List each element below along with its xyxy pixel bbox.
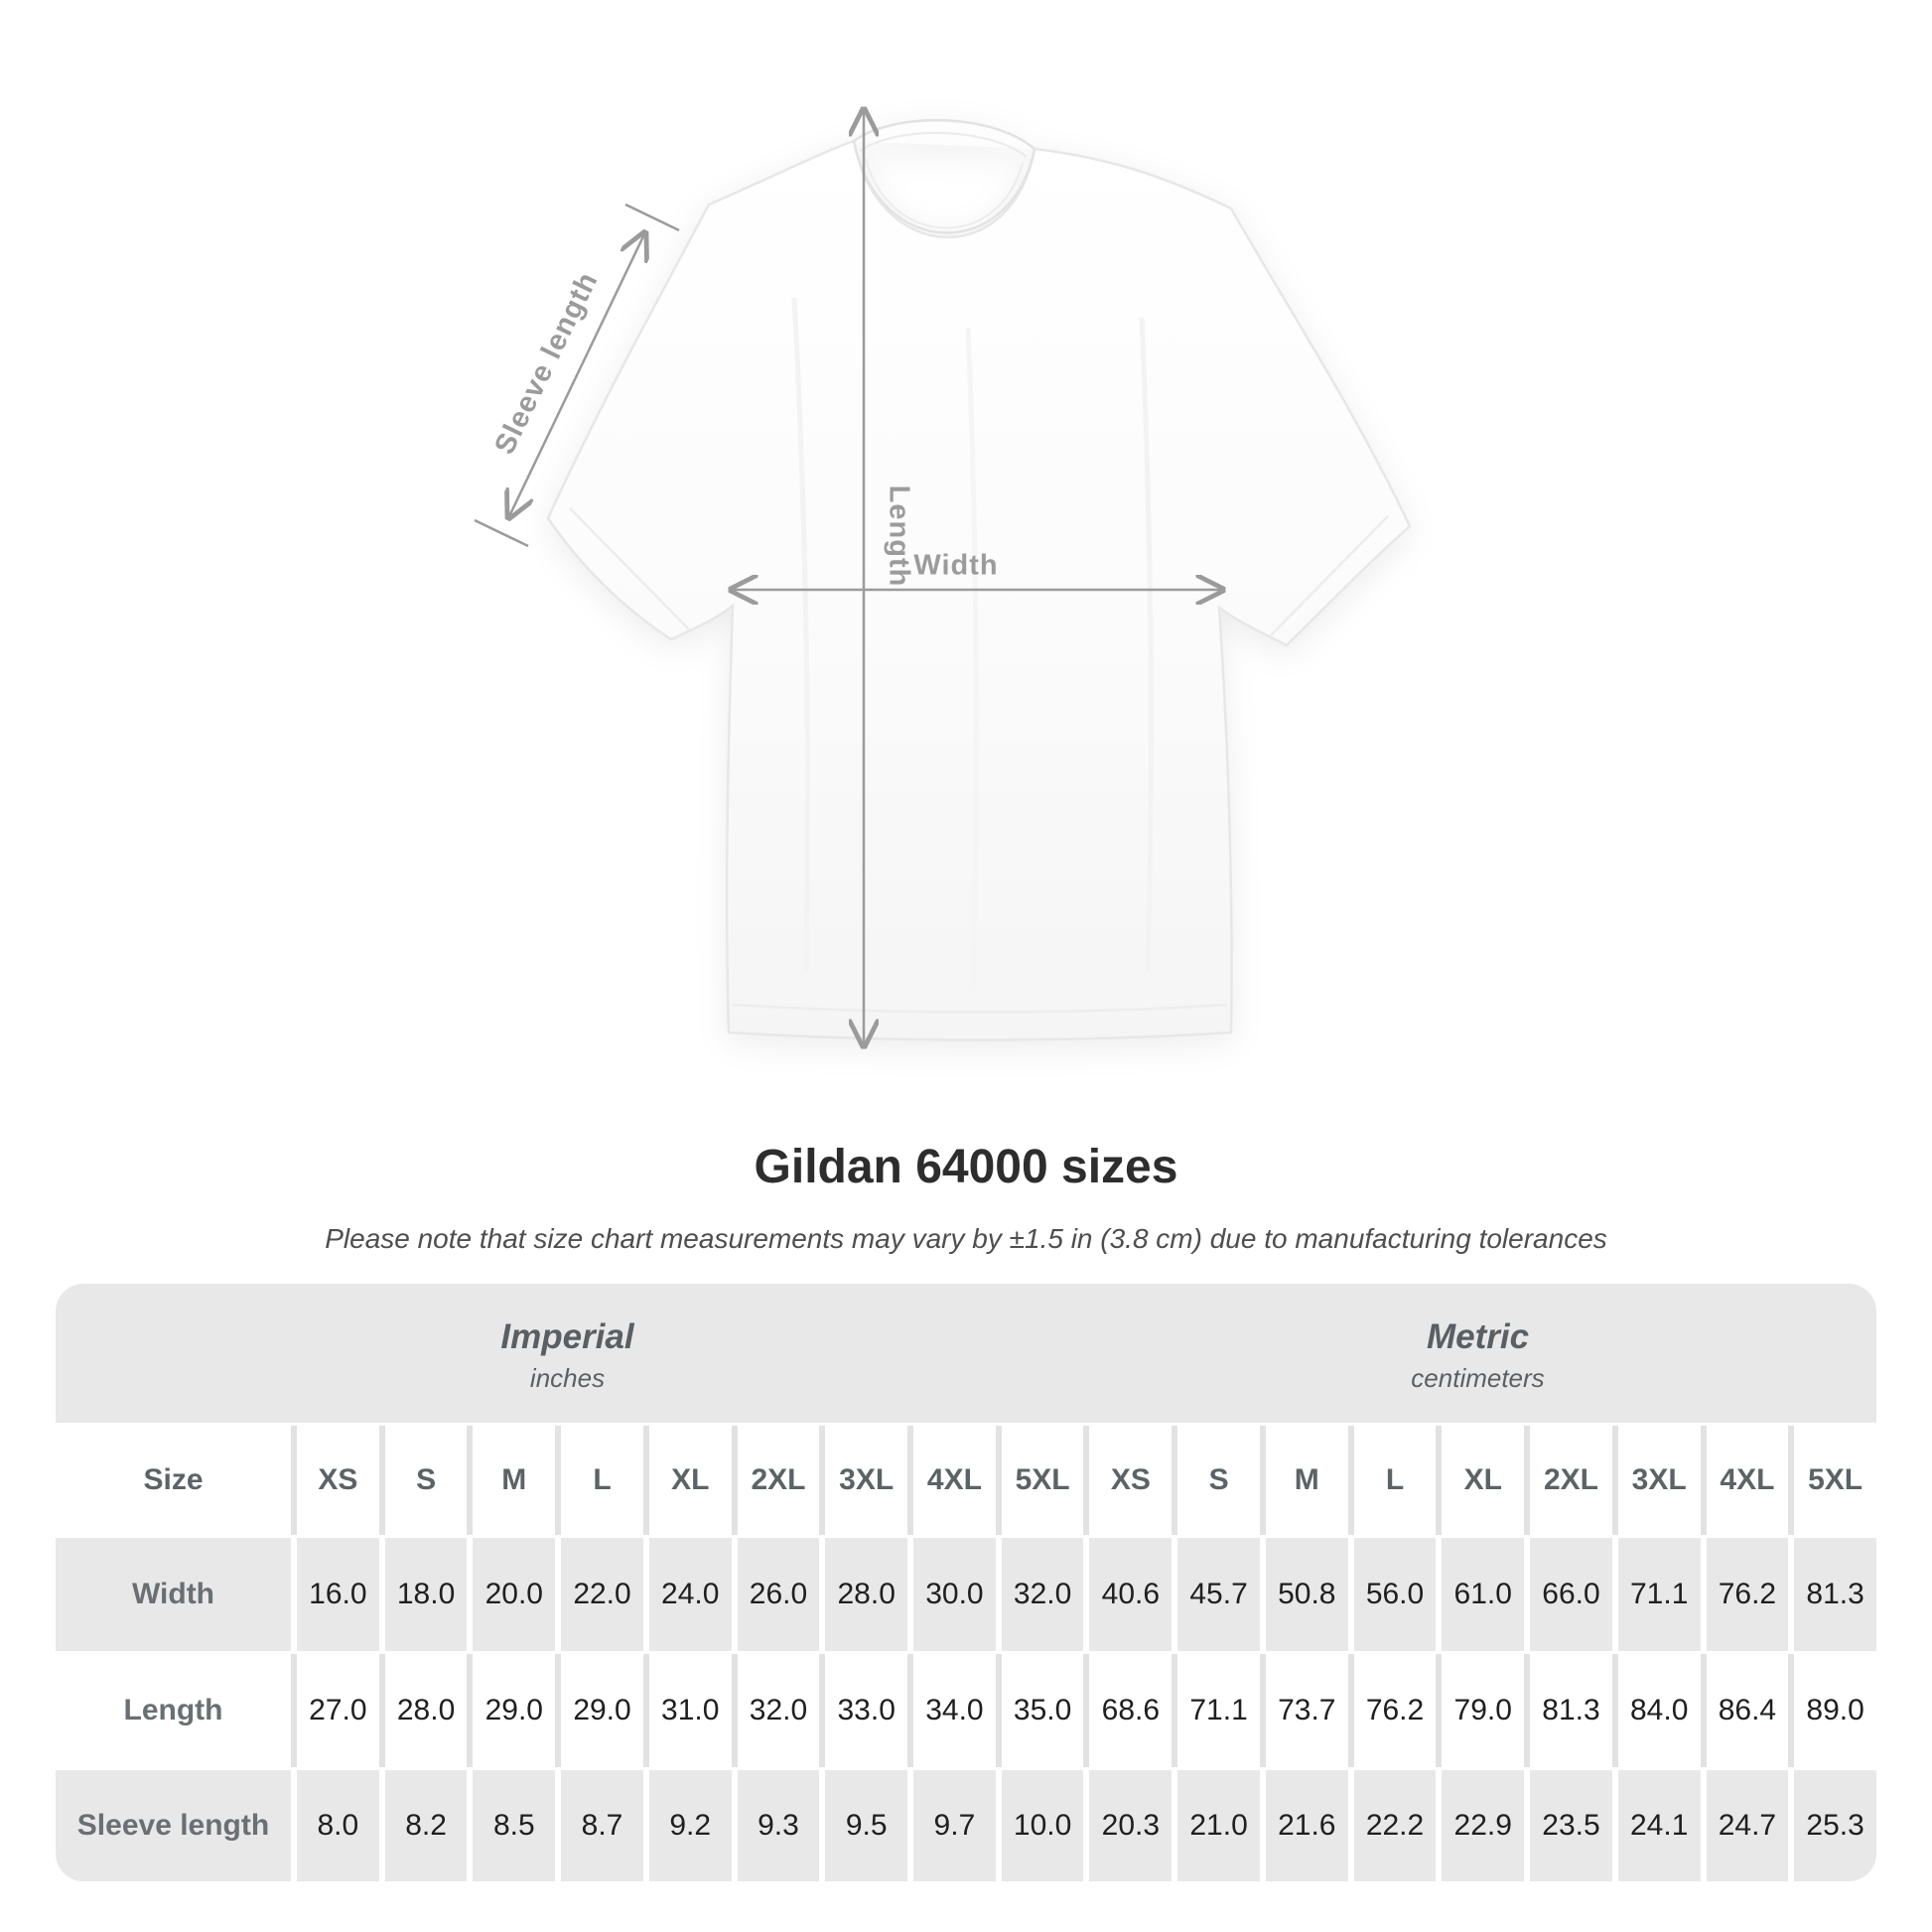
value-cell: 9.5: [825, 1770, 908, 1881]
value-cell: 20.0: [473, 1538, 556, 1651]
unit-group-header: Imperial inches Metric centimeters: [56, 1284, 1876, 1423]
metric-group-header: Metric centimeters: [1079, 1284, 1876, 1423]
size-header-cell: L: [561, 1426, 643, 1535]
row-label-cell: Width: [56, 1538, 291, 1651]
page-subtitle: Please note that size chart measurements…: [325, 1223, 1607, 1254]
imperial-group-label: Imperial: [500, 1316, 634, 1356]
value-cell: 22.2: [1353, 1770, 1437, 1881]
value-cell: 29.0: [473, 1654, 556, 1767]
value-cell: 9.3: [737, 1770, 820, 1881]
value-cell: 10.0: [1001, 1770, 1084, 1881]
value-cell: 31.0: [648, 1654, 732, 1767]
value-cell: 28.0: [384, 1654, 468, 1767]
value-cell: 73.7: [1265, 1654, 1348, 1767]
size-header-cell: 5XL: [1794, 1426, 1876, 1535]
value-cell: 28.0: [825, 1538, 908, 1651]
width-label: Width: [913, 549, 999, 582]
value-cell: 89.0: [1794, 1654, 1876, 1767]
value-cell: 24.7: [1706, 1770, 1789, 1881]
value-cell: 32.0: [737, 1654, 820, 1767]
value-cell: 84.0: [1617, 1654, 1701, 1767]
value-cell: 61.0: [1442, 1538, 1525, 1651]
size-header-cell: L: [1353, 1426, 1437, 1535]
value-cell: 76.2: [1353, 1654, 1437, 1767]
value-cell: 24.1: [1617, 1770, 1701, 1881]
value-cell: 71.1: [1177, 1654, 1260, 1767]
size-header-cell: M: [473, 1426, 556, 1535]
sleeve-tick-top: [624, 203, 680, 232]
value-cell: 29.0: [561, 1654, 643, 1767]
size-header-cell: XS: [1089, 1426, 1173, 1535]
value-cell: 81.3: [1530, 1654, 1612, 1767]
value-cell: 24.0: [648, 1538, 732, 1651]
row-label-cell: Sleeve length: [56, 1770, 291, 1881]
value-cell: 81.3: [1794, 1538, 1876, 1651]
sleeve-length-row: Sleeve length 8.0 8.2 8.5 8.7 9.2 9.3 9.5 9.7 10.…: [56, 1770, 1876, 1881]
measurement-arrows: [474, 111, 1221, 1044]
size-header-cell: XL: [1442, 1426, 1525, 1535]
page-title: Gildan 64000 sizes: [754, 1141, 1178, 1193]
value-cell: 23.5: [1530, 1770, 1612, 1881]
size-header-cell: 2XL: [1530, 1426, 1612, 1535]
size-header-cell: 5XL: [1001, 1426, 1084, 1535]
row-label-cell: Length: [56, 1654, 291, 1767]
value-cell: 66.0: [1530, 1538, 1612, 1651]
value-cell: 8.2: [384, 1770, 468, 1881]
sleeve-tick-bottom: [474, 518, 529, 548]
value-cell: 33.0: [825, 1654, 908, 1767]
size-header-cell: S: [1177, 1426, 1260, 1535]
value-cell: 68.6: [1089, 1654, 1173, 1767]
size-header-row: Size XS S M L XL 2XL 3XL 4XL 5XL XS S M L XL 2XL 3XL 4XL 5…: [56, 1426, 1876, 1535]
size-header-cell: 2XL: [737, 1426, 820, 1535]
size-header-cell: XL: [648, 1426, 732, 1535]
value-cell: 34.0: [913, 1654, 996, 1767]
value-cell: 26.0: [737, 1538, 820, 1651]
imperial-group-header: Imperial inches: [56, 1284, 1079, 1423]
value-cell: 30.0: [913, 1538, 996, 1651]
value-cell: 27.0: [297, 1654, 379, 1767]
length-row: Length 27.0 28.0 29.0 29.0 31.0 32.0 33.0 34.0 35…: [56, 1654, 1876, 1767]
size-header-cell: 3XL: [825, 1426, 908, 1535]
sleeve-length-arrow: [509, 234, 644, 516]
metric-group-unit: centimeters: [1411, 1362, 1545, 1393]
value-cell: 22.9: [1442, 1770, 1525, 1881]
value-cell: 8.7: [561, 1770, 643, 1881]
value-cell: 18.0: [384, 1538, 468, 1651]
size-header-cell: XS: [297, 1426, 379, 1535]
value-cell: 16.0: [297, 1538, 379, 1651]
metric-group-label: Metric: [1426, 1316, 1530, 1356]
value-cell: 9.2: [648, 1770, 732, 1881]
value-cell: 71.1: [1617, 1538, 1701, 1651]
value-cell: 8.5: [473, 1770, 556, 1881]
value-cell: 40.6: [1089, 1538, 1173, 1651]
value-cell: 8.0: [297, 1770, 379, 1881]
size-header-cell: S: [384, 1426, 468, 1535]
value-cell: 22.0: [561, 1538, 643, 1651]
value-cell: 79.0: [1442, 1654, 1525, 1767]
value-cell: 21.6: [1265, 1770, 1348, 1881]
size-header-cell: 4XL: [913, 1426, 996, 1535]
value-cell: 21.0: [1177, 1770, 1260, 1881]
size-header-cell: 4XL: [1706, 1426, 1789, 1535]
value-cell: 25.3: [1794, 1770, 1876, 1881]
size-header-cell: M: [1265, 1426, 1348, 1535]
value-cell: 9.7: [913, 1770, 996, 1881]
size-header-cell: 3XL: [1617, 1426, 1701, 1535]
size-column-header: Size: [56, 1426, 291, 1535]
value-cell: 35.0: [1001, 1654, 1084, 1767]
value-cell: 32.0: [1001, 1538, 1084, 1651]
imperial-group-unit: inches: [529, 1362, 606, 1393]
value-cell: 76.2: [1706, 1538, 1789, 1651]
value-cell: 20.3: [1089, 1770, 1173, 1881]
size-table: Imperial inches Metric centimeters Size X…: [56, 1284, 1876, 1881]
value-cell: 45.7: [1177, 1538, 1260, 1651]
width-row: Width 16.0 18.0 20.0 22.0 24.0 26.0 28.0 30.0 32.…: [56, 1538, 1876, 1651]
value-cell: 86.4: [1706, 1654, 1789, 1767]
value-cell: 56.0: [1353, 1538, 1437, 1651]
length-label: Length: [883, 484, 915, 588]
value-cell: 50.8: [1265, 1538, 1348, 1651]
